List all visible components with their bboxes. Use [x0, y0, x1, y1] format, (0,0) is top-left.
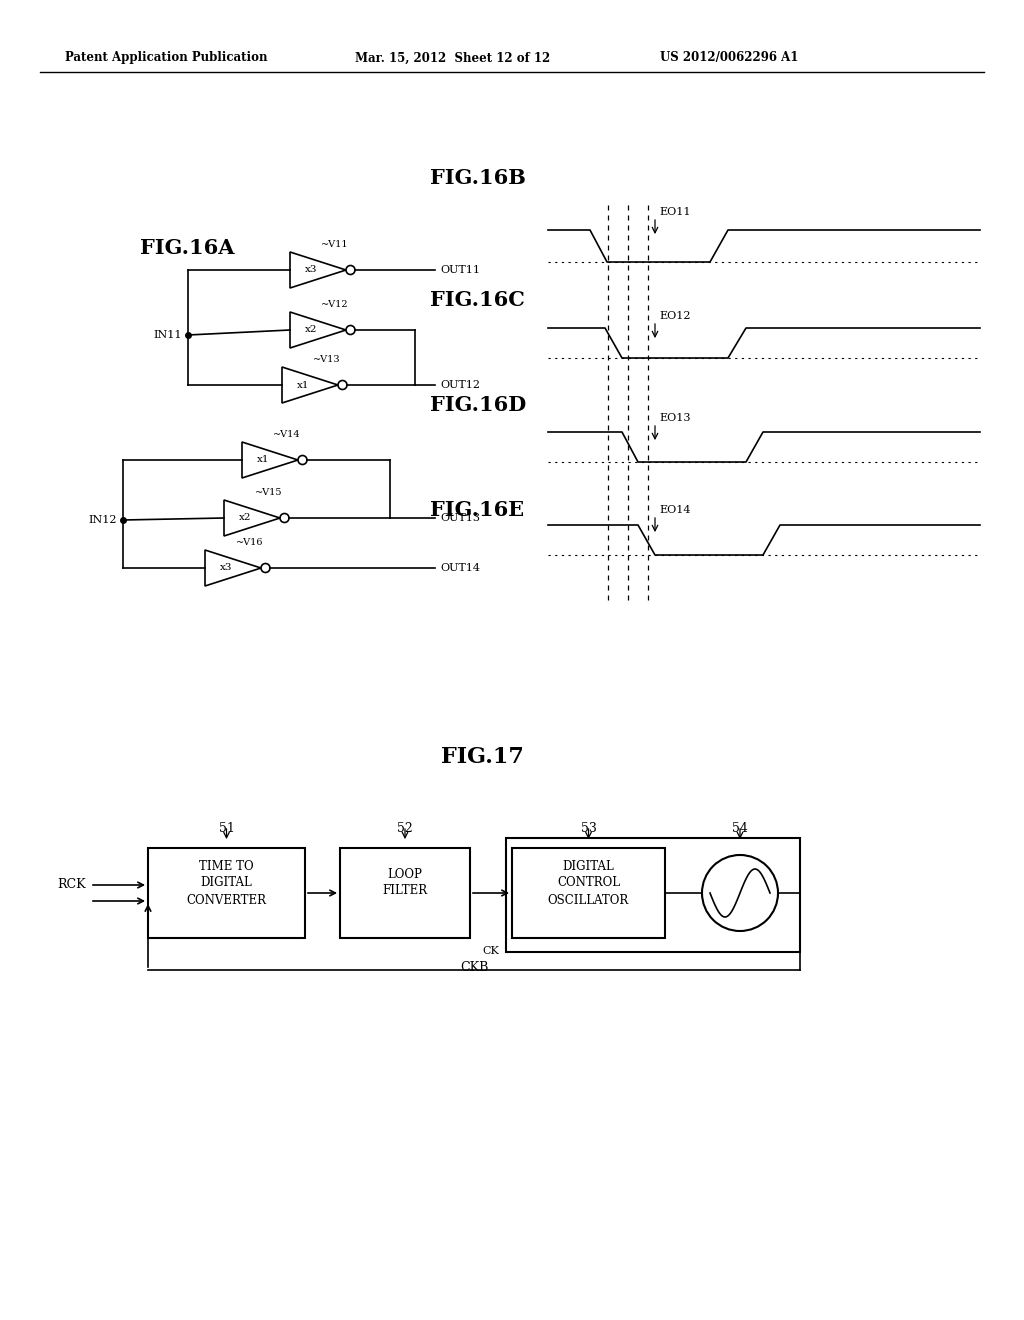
Text: IN11: IN11	[154, 330, 182, 341]
Text: EO14: EO14	[659, 506, 690, 515]
Text: OUT11: OUT11	[440, 265, 480, 275]
Text: x1: x1	[257, 455, 269, 465]
Text: 53: 53	[581, 821, 596, 834]
Text: CONVERTER: CONVERTER	[186, 894, 266, 907]
Text: ~V12: ~V12	[321, 300, 348, 309]
Text: x3: x3	[220, 564, 232, 573]
Text: FIG.16B: FIG.16B	[430, 168, 526, 187]
Text: EO13: EO13	[659, 413, 690, 422]
Text: DIGITAL: DIGITAL	[562, 859, 614, 873]
Text: ~V15: ~V15	[255, 488, 283, 498]
Text: FILTER: FILTER	[382, 884, 428, 898]
Text: OSCILLATOR: OSCILLATOR	[548, 894, 629, 907]
Text: IN12: IN12	[88, 515, 117, 525]
Text: x2: x2	[239, 513, 251, 523]
Text: CONTROL: CONTROL	[557, 876, 620, 890]
Text: FIG.17: FIG.17	[440, 746, 523, 768]
Text: EO11: EO11	[659, 207, 690, 216]
Text: FIG.16D: FIG.16D	[430, 395, 526, 414]
Text: FIG.16E: FIG.16E	[430, 500, 524, 520]
Text: Mar. 15, 2012  Sheet 12 of 12: Mar. 15, 2012 Sheet 12 of 12	[355, 51, 550, 65]
Text: ~V13: ~V13	[313, 355, 341, 364]
Text: FIG.16A: FIG.16A	[140, 238, 234, 257]
Text: US 2012/0062296 A1: US 2012/0062296 A1	[660, 51, 799, 65]
Text: ~V11: ~V11	[321, 240, 348, 249]
Text: CK: CK	[482, 946, 500, 956]
Text: 51: 51	[218, 821, 234, 834]
Text: ~V14: ~V14	[273, 430, 301, 440]
Text: CKB: CKB	[460, 961, 488, 974]
Bar	[512, 847, 665, 939]
Text: 54: 54	[732, 821, 748, 834]
Text: FIG.16C: FIG.16C	[430, 290, 525, 310]
Text: DIGITAL: DIGITAL	[201, 876, 252, 890]
Text: x1: x1	[297, 380, 309, 389]
Text: ~V16: ~V16	[236, 539, 263, 546]
Text: OUT12: OUT12	[440, 380, 480, 389]
Bar	[340, 847, 470, 939]
Text: EO12: EO12	[659, 312, 690, 321]
Text: LOOP: LOOP	[387, 867, 423, 880]
Bar	[148, 847, 305, 939]
Text: x2: x2	[305, 326, 317, 334]
Text: OUT14: OUT14	[440, 564, 480, 573]
Bar	[506, 838, 800, 952]
Text: x3: x3	[305, 265, 317, 275]
Text: RCK: RCK	[57, 879, 86, 891]
Text: OUT13: OUT13	[440, 513, 480, 523]
Text: TIME TO: TIME TO	[200, 859, 254, 873]
Text: 52: 52	[397, 821, 413, 834]
Text: Patent Application Publication: Patent Application Publication	[65, 51, 267, 65]
